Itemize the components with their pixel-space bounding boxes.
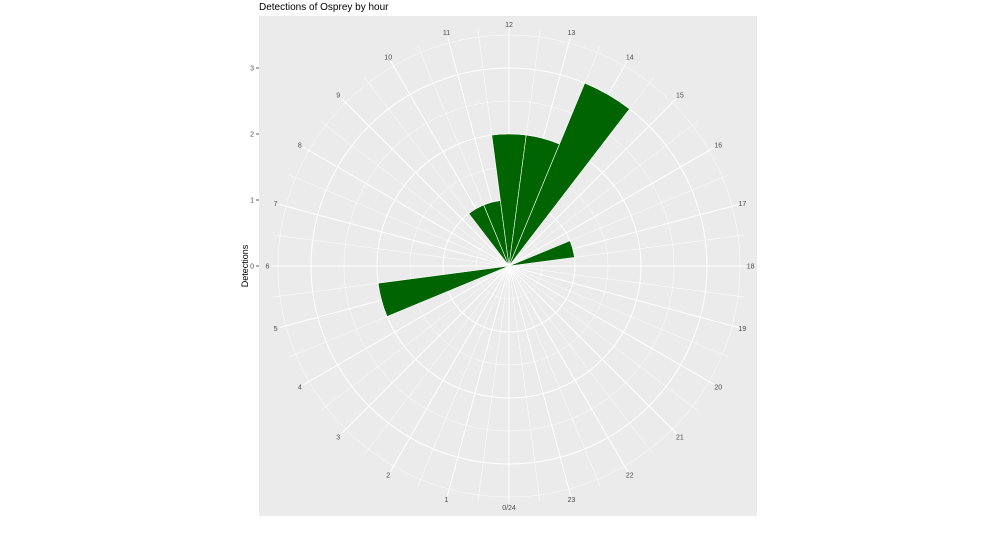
hour-label: 6 [265,264,269,271]
bar-hour-5 [377,265,510,317]
grid-spoke-minor [364,265,510,455]
grid-spoke [340,97,510,267]
hour-label: 13 [568,30,576,37]
hour-label: 2 [386,473,390,480]
grid-spoke-minor [508,265,541,502]
grid-spoke-minor [477,265,510,502]
y-tick-label: 1 [250,198,254,205]
grid-spoke-minor [273,234,510,267]
hour-label: 22 [626,473,634,480]
hour-label: 5 [274,326,278,333]
hour-label: 15 [676,93,684,100]
hour-label: 8 [298,143,302,150]
hour-label: 16 [714,143,722,150]
hour-label: 9 [336,93,340,100]
bar-hour-17 [508,240,575,267]
grid-spoke-minor [320,121,510,267]
hour-tick-labels: 0/24123456789101112131415161718192021222… [265,22,754,512]
bars [377,82,630,317]
hour-label: 11 [443,30,450,37]
grid-spoke [302,265,510,386]
grid-spoke [279,204,510,267]
grid-spoke [508,265,739,328]
grid-spoke [508,146,716,267]
hour-label: 12 [505,22,513,29]
chart-title: Detections of Osprey by hour [259,2,389,13]
grid-spoke-minor [320,265,510,411]
grid-spoke-minor [508,265,698,411]
y-tick-label: 2 [250,132,254,139]
hour-label: 1 [445,497,449,504]
grid-spoke [508,265,716,386]
hour-label: 14 [626,54,634,61]
hour-label: 21 [676,434,684,441]
y-axis-label: Detections [240,244,250,287]
hour-label: 23 [568,497,576,504]
grid-spoke [389,265,510,473]
hour-label: 19 [738,326,746,333]
hour-label: 20 [714,384,722,391]
grid-spoke-minor [508,265,601,486]
y-tick-label: 0 [250,264,254,271]
y-tick-label: 3 [250,66,254,73]
grid-spoke [508,265,678,435]
grid-spoke-minor [289,174,510,267]
hour-label: 10 [384,54,392,61]
grid-spoke [508,265,629,473]
grid-spoke [302,146,510,267]
hour-label: 0/24 [502,505,516,512]
hour-label: 3 [336,434,340,441]
hour-label: 7 [274,201,278,208]
hour-label: 4 [298,384,302,391]
bar-hour-14 [508,82,630,267]
hour-label: 18 [747,264,755,271]
grid-spoke-minor [508,265,745,298]
grid-spoke [508,97,678,267]
grid-spoke-minor [508,265,654,455]
hour-label: 17 [738,201,746,208]
grid-spoke [340,265,510,435]
grid-spoke-minor [417,265,510,486]
grid-spoke [447,265,510,496]
grid-spoke-minor [508,121,698,267]
grid-spoke-minor [508,265,729,358]
y-axis: 0 1 2 3 [250,66,259,271]
grid-spoke [508,265,571,496]
